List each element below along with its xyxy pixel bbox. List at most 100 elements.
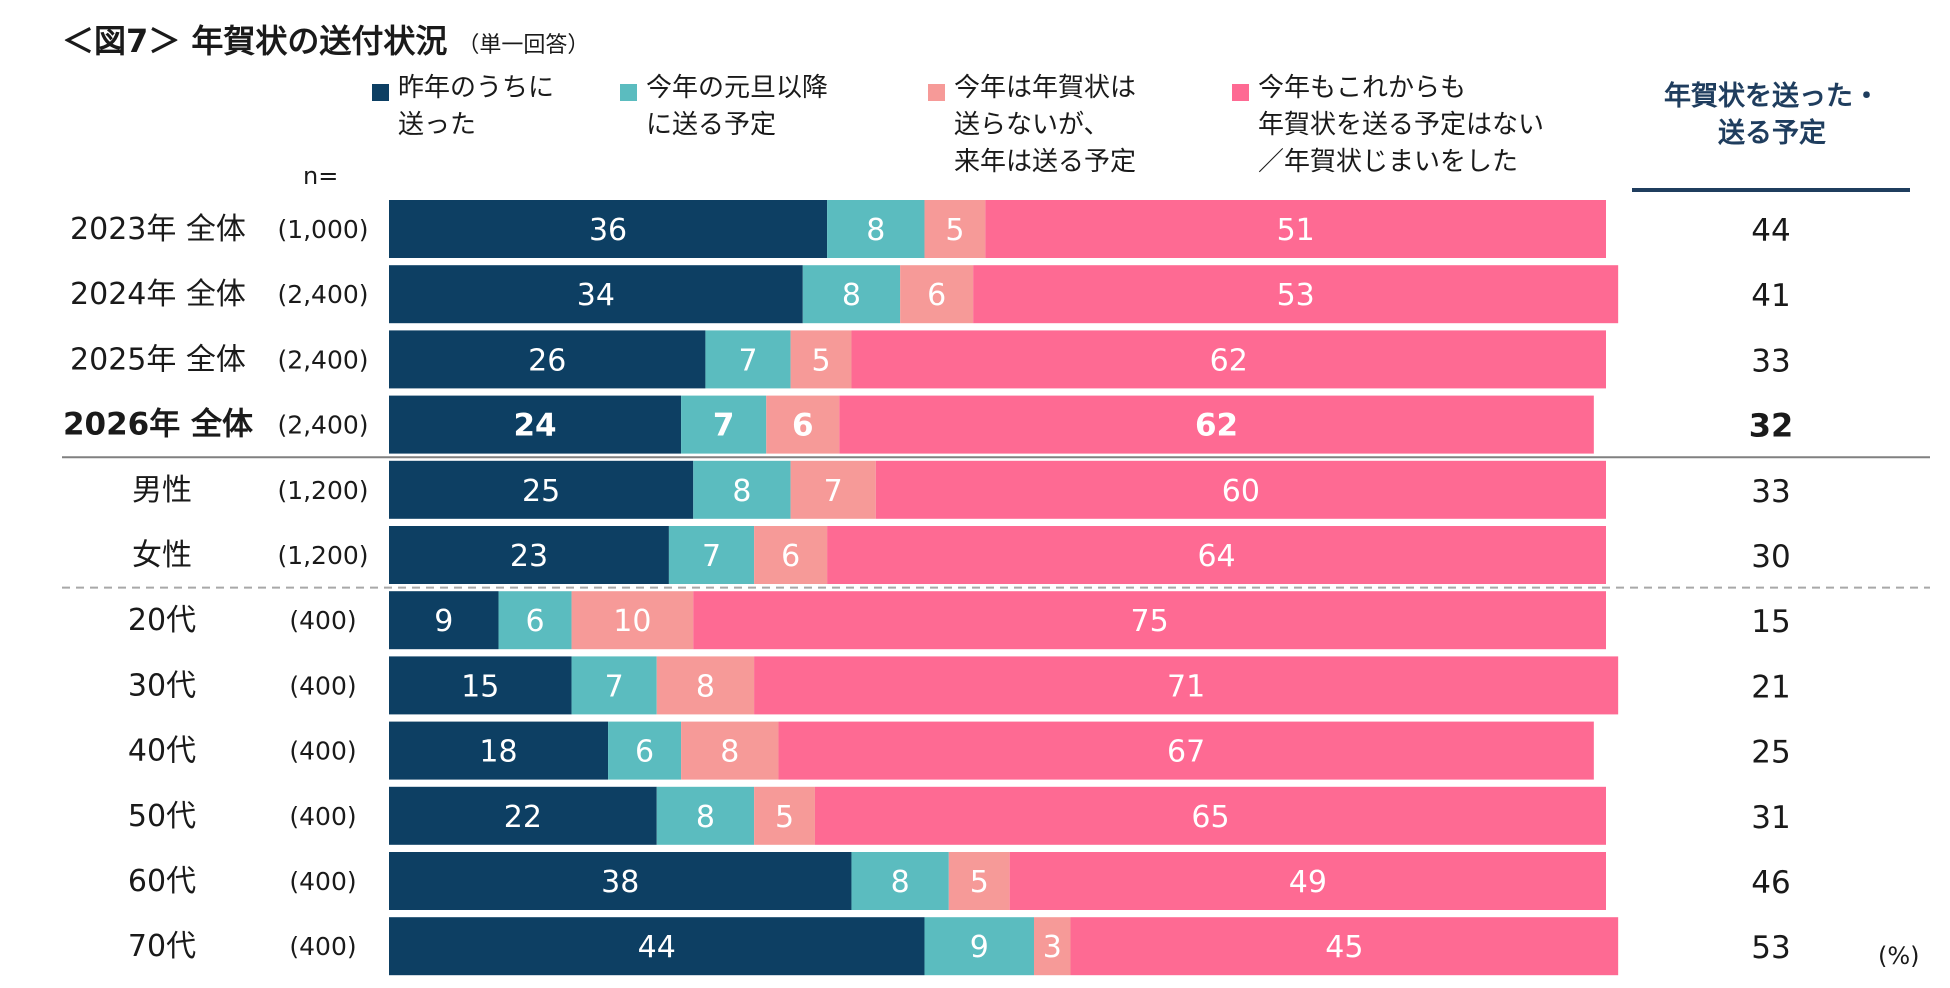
data-label: 18 [479,735,517,770]
data-label: 8 [720,735,739,770]
sample-size-label: (400) [289,671,356,700]
data-label: 8 [891,865,910,900]
bar-segment [681,721,779,780]
sample-size-label: (1,000) [277,215,368,244]
bar-segment [814,786,1606,845]
data-label: 7 [702,539,721,574]
right-column-value: 44 [1751,213,1790,249]
bar-segment [389,591,499,650]
data-label: 53 [1277,278,1315,313]
bar-segment [498,591,572,650]
bar-segment [827,526,1606,584]
data-label: 3 [1043,930,1062,965]
sample-size-header: n= [303,162,339,190]
bar-segment [389,852,852,910]
data-label: 9 [970,930,989,965]
bar-segment [389,721,609,780]
data-label: 7 [605,669,624,704]
right-column-value: 53 [1751,930,1790,966]
legend-swatch-2 [620,84,637,101]
sample-size-label: (400) [289,932,356,961]
data-label: 36 [589,213,627,248]
sample-size-label: (2,400) [277,280,368,309]
legend-swatch-1 [372,84,389,101]
data-label: 49 [1289,865,1327,900]
sample-size-label: (2,400) [277,411,368,440]
bar-segment [839,395,1594,454]
category-label: 20代 [128,603,196,638]
legend-label-3: 今年は年賀状は 送らないが、 来年は送る予定 [954,73,1137,177]
data-label: 8 [696,669,715,704]
right-column-value: 15 [1751,604,1790,640]
category-label: 2024年 全体 [70,277,246,312]
legend-label-2: 今年の元旦以降 に送る予定 [646,73,829,140]
sample-size-label: (1,200) [277,476,368,505]
sample-size-label: (400) [289,606,356,635]
right-column-value: 33 [1751,343,1790,379]
bar-segment [766,395,840,454]
bar-segment [608,721,682,780]
right-column-value: 30 [1751,539,1790,575]
bar-segment [389,917,925,976]
data-label: 8 [696,800,715,835]
data-label: 34 [577,278,615,313]
bar-segment [973,265,1619,324]
bar-segment [827,200,925,258]
bar-segment [389,330,706,389]
data-label: 65 [1191,800,1229,835]
data-label: 51 [1277,213,1315,248]
bar-segment [924,200,986,258]
bar-segment [389,395,682,454]
bar-segment [389,786,657,845]
data-label: 64 [1197,539,1235,574]
bar-segment [681,395,767,454]
legend-item-1: 昨年のうちに 送った [372,70,554,144]
legend-item-3: 今年は年賀状は 送らないが、 来年は送る予定 [928,70,1136,181]
data-label: 10 [613,604,651,639]
bar-segment [656,786,755,845]
data-label: 8 [866,213,885,248]
right-column-value: 25 [1751,735,1790,771]
legend-swatch-4 [1232,84,1249,101]
data-label: 7 [738,343,757,378]
bar-segment [693,591,1606,650]
data-label: 67 [1167,735,1205,770]
legend-item-4: 今年もこれからも 年賀状を送る予定はない ／年賀状じまいをした [1232,70,1544,181]
bar-segment [754,656,1619,715]
category-label: 40代 [128,734,196,769]
bar-segment [389,265,803,324]
data-label: 8 [732,474,751,509]
bar-segment [571,591,694,650]
bar-segment [389,526,669,584]
data-label: 6 [927,278,946,313]
data-label: 25 [522,474,560,509]
data-label: 9 [434,604,453,639]
category-label: 2025年 全体 [70,342,246,377]
data-label: 38 [601,865,639,900]
bar-segment [754,786,815,845]
chart-subtitle: （単一回答） [457,33,590,58]
category-label: 30代 [128,668,196,703]
legend-label-1: 昨年のうちに 送った [398,73,555,140]
legend-label-4: 今年もこれからも 年賀状を送る予定はない ／年賀状じまいをした [1258,73,1545,177]
legend-swatch-3 [928,84,945,101]
data-label: 6 [525,604,544,639]
right-column-value: 33 [1751,474,1790,510]
chart-title-text: ＜図7＞ 年賀状の送付状況 [62,22,448,60]
data-label: 44 [638,930,676,965]
data-label: 26 [528,343,566,378]
data-label: 5 [945,213,964,248]
bar-segment [948,852,1010,910]
right-column-header-underline [1632,188,1910,192]
bar-segment [389,200,828,258]
data-label: 60 [1222,474,1260,509]
data-label: 75 [1131,604,1169,639]
bar-segment [705,330,791,389]
data-label: 6 [792,408,814,444]
right-column-value: 31 [1751,800,1790,836]
data-label: 24 [513,408,556,444]
bar-segment [790,330,852,389]
right-column-value: 41 [1751,278,1790,314]
bar-segment [389,460,694,519]
